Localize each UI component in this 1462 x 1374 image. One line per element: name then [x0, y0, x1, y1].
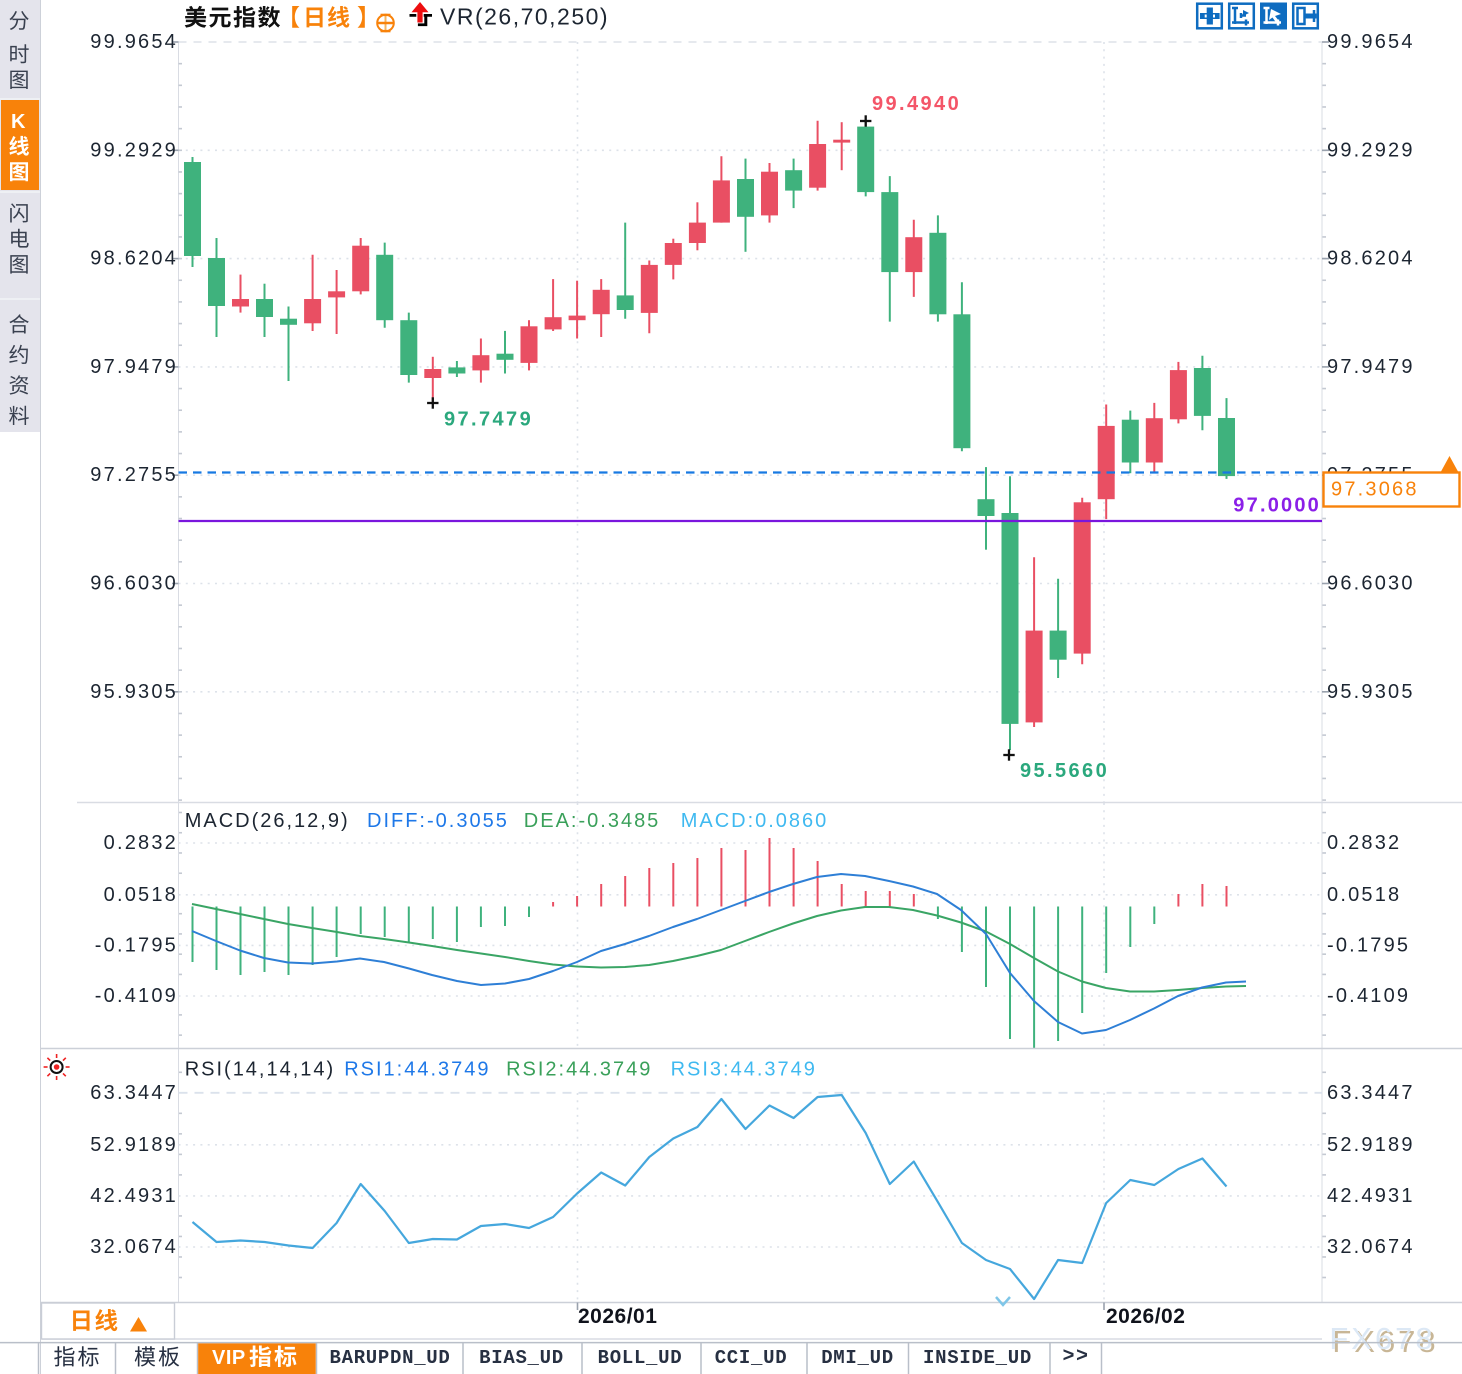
- svg-text:63.3447: 63.3447: [90, 1082, 178, 1104]
- svg-text:RSI3:44.3749: RSI3:44.3749: [671, 1059, 817, 1081]
- svg-text:99.2929: 99.2929: [1327, 139, 1415, 161]
- svg-text:-0.1795: -0.1795: [95, 934, 178, 956]
- svg-text:DIFF:-0.3055: DIFF:-0.3055: [367, 810, 509, 832]
- svg-text:99.9654: 99.9654: [1327, 31, 1415, 53]
- svg-text:99.9654: 99.9654: [90, 31, 178, 53]
- svg-text:BOLL_UD: BOLL_UD: [598, 1347, 683, 1369]
- svg-text:RSI1:44.3749: RSI1:44.3749: [344, 1059, 490, 1081]
- svg-text:RSI(14,14,14): RSI(14,14,14): [185, 1059, 336, 1081]
- svg-text:52.9189: 52.9189: [1327, 1134, 1415, 1156]
- svg-text:98.6204: 98.6204: [90, 248, 178, 270]
- svg-text:95.9305: 95.9305: [1327, 681, 1415, 703]
- svg-text:FX678: FX678: [1329, 1321, 1435, 1356]
- svg-text:42.4931: 42.4931: [90, 1185, 178, 1207]
- svg-text:K: K: [11, 111, 27, 133]
- svg-text:BARUPDN_UD: BARUPDN_UD: [329, 1347, 450, 1369]
- svg-text:95.5660: 95.5660: [1020, 760, 1109, 782]
- svg-text:BIAS_UD: BIAS_UD: [479, 1347, 564, 1369]
- svg-text:DEA:-0.3485: DEA:-0.3485: [524, 810, 661, 832]
- svg-text:0.0518: 0.0518: [104, 884, 178, 906]
- svg-text:97.2755: 97.2755: [90, 464, 178, 486]
- svg-text:-0.4109: -0.4109: [95, 985, 178, 1007]
- svg-text:VIP: VIP: [212, 1347, 246, 1369]
- svg-text:0.2832: 0.2832: [104, 832, 178, 854]
- svg-text:97.9479: 97.9479: [1327, 356, 1415, 378]
- svg-text:99.4940: 99.4940: [872, 93, 961, 115]
- svg-text:98.6204: 98.6204: [1327, 248, 1415, 270]
- svg-text:0.2832: 0.2832: [1327, 832, 1401, 854]
- svg-text:95.9305: 95.9305: [90, 681, 178, 703]
- svg-text:52.9189: 52.9189: [90, 1134, 178, 1156]
- svg-text:MACD:0.0860: MACD:0.0860: [681, 810, 829, 832]
- svg-text:0.0518: 0.0518: [1327, 884, 1401, 906]
- svg-text:-0.4109: -0.4109: [1327, 985, 1410, 1007]
- svg-text:>>: >>: [1062, 1346, 1089, 1369]
- svg-text:96.6030: 96.6030: [1327, 573, 1415, 595]
- svg-text:97.9479: 97.9479: [90, 356, 178, 378]
- svg-text:99.2929: 99.2929: [90, 139, 178, 161]
- svg-text:97.0000: 97.0000: [1233, 495, 1321, 517]
- svg-text:FX678: FX678: [1332, 1324, 1438, 1359]
- svg-text:INSIDE_UD: INSIDE_UD: [923, 1347, 1032, 1369]
- svg-text:-0.1795: -0.1795: [1327, 934, 1410, 956]
- svg-text:2026/01: 2026/01: [578, 1305, 657, 1328]
- svg-text:97.3068: 97.3068: [1331, 479, 1419, 501]
- svg-text:2026/02: 2026/02: [1106, 1305, 1185, 1328]
- svg-text:RSI2:44.3749: RSI2:44.3749: [506, 1059, 652, 1081]
- svg-text:96.6030: 96.6030: [90, 573, 178, 595]
- svg-text:CCI_UD: CCI_UD: [715, 1347, 788, 1369]
- svg-text:63.3447: 63.3447: [1327, 1082, 1415, 1104]
- svg-text:VR(26,70,250): VR(26,70,250): [440, 4, 609, 30]
- svg-text:42.4931: 42.4931: [1327, 1185, 1415, 1207]
- svg-text:32.0674: 32.0674: [90, 1236, 178, 1258]
- svg-text:DMI_UD: DMI_UD: [821, 1347, 894, 1369]
- svg-text:32.0674: 32.0674: [1327, 1236, 1415, 1258]
- svg-text:MACD(26,12,9): MACD(26,12,9): [185, 810, 350, 832]
- svg-text:97.7479: 97.7479: [444, 409, 533, 431]
